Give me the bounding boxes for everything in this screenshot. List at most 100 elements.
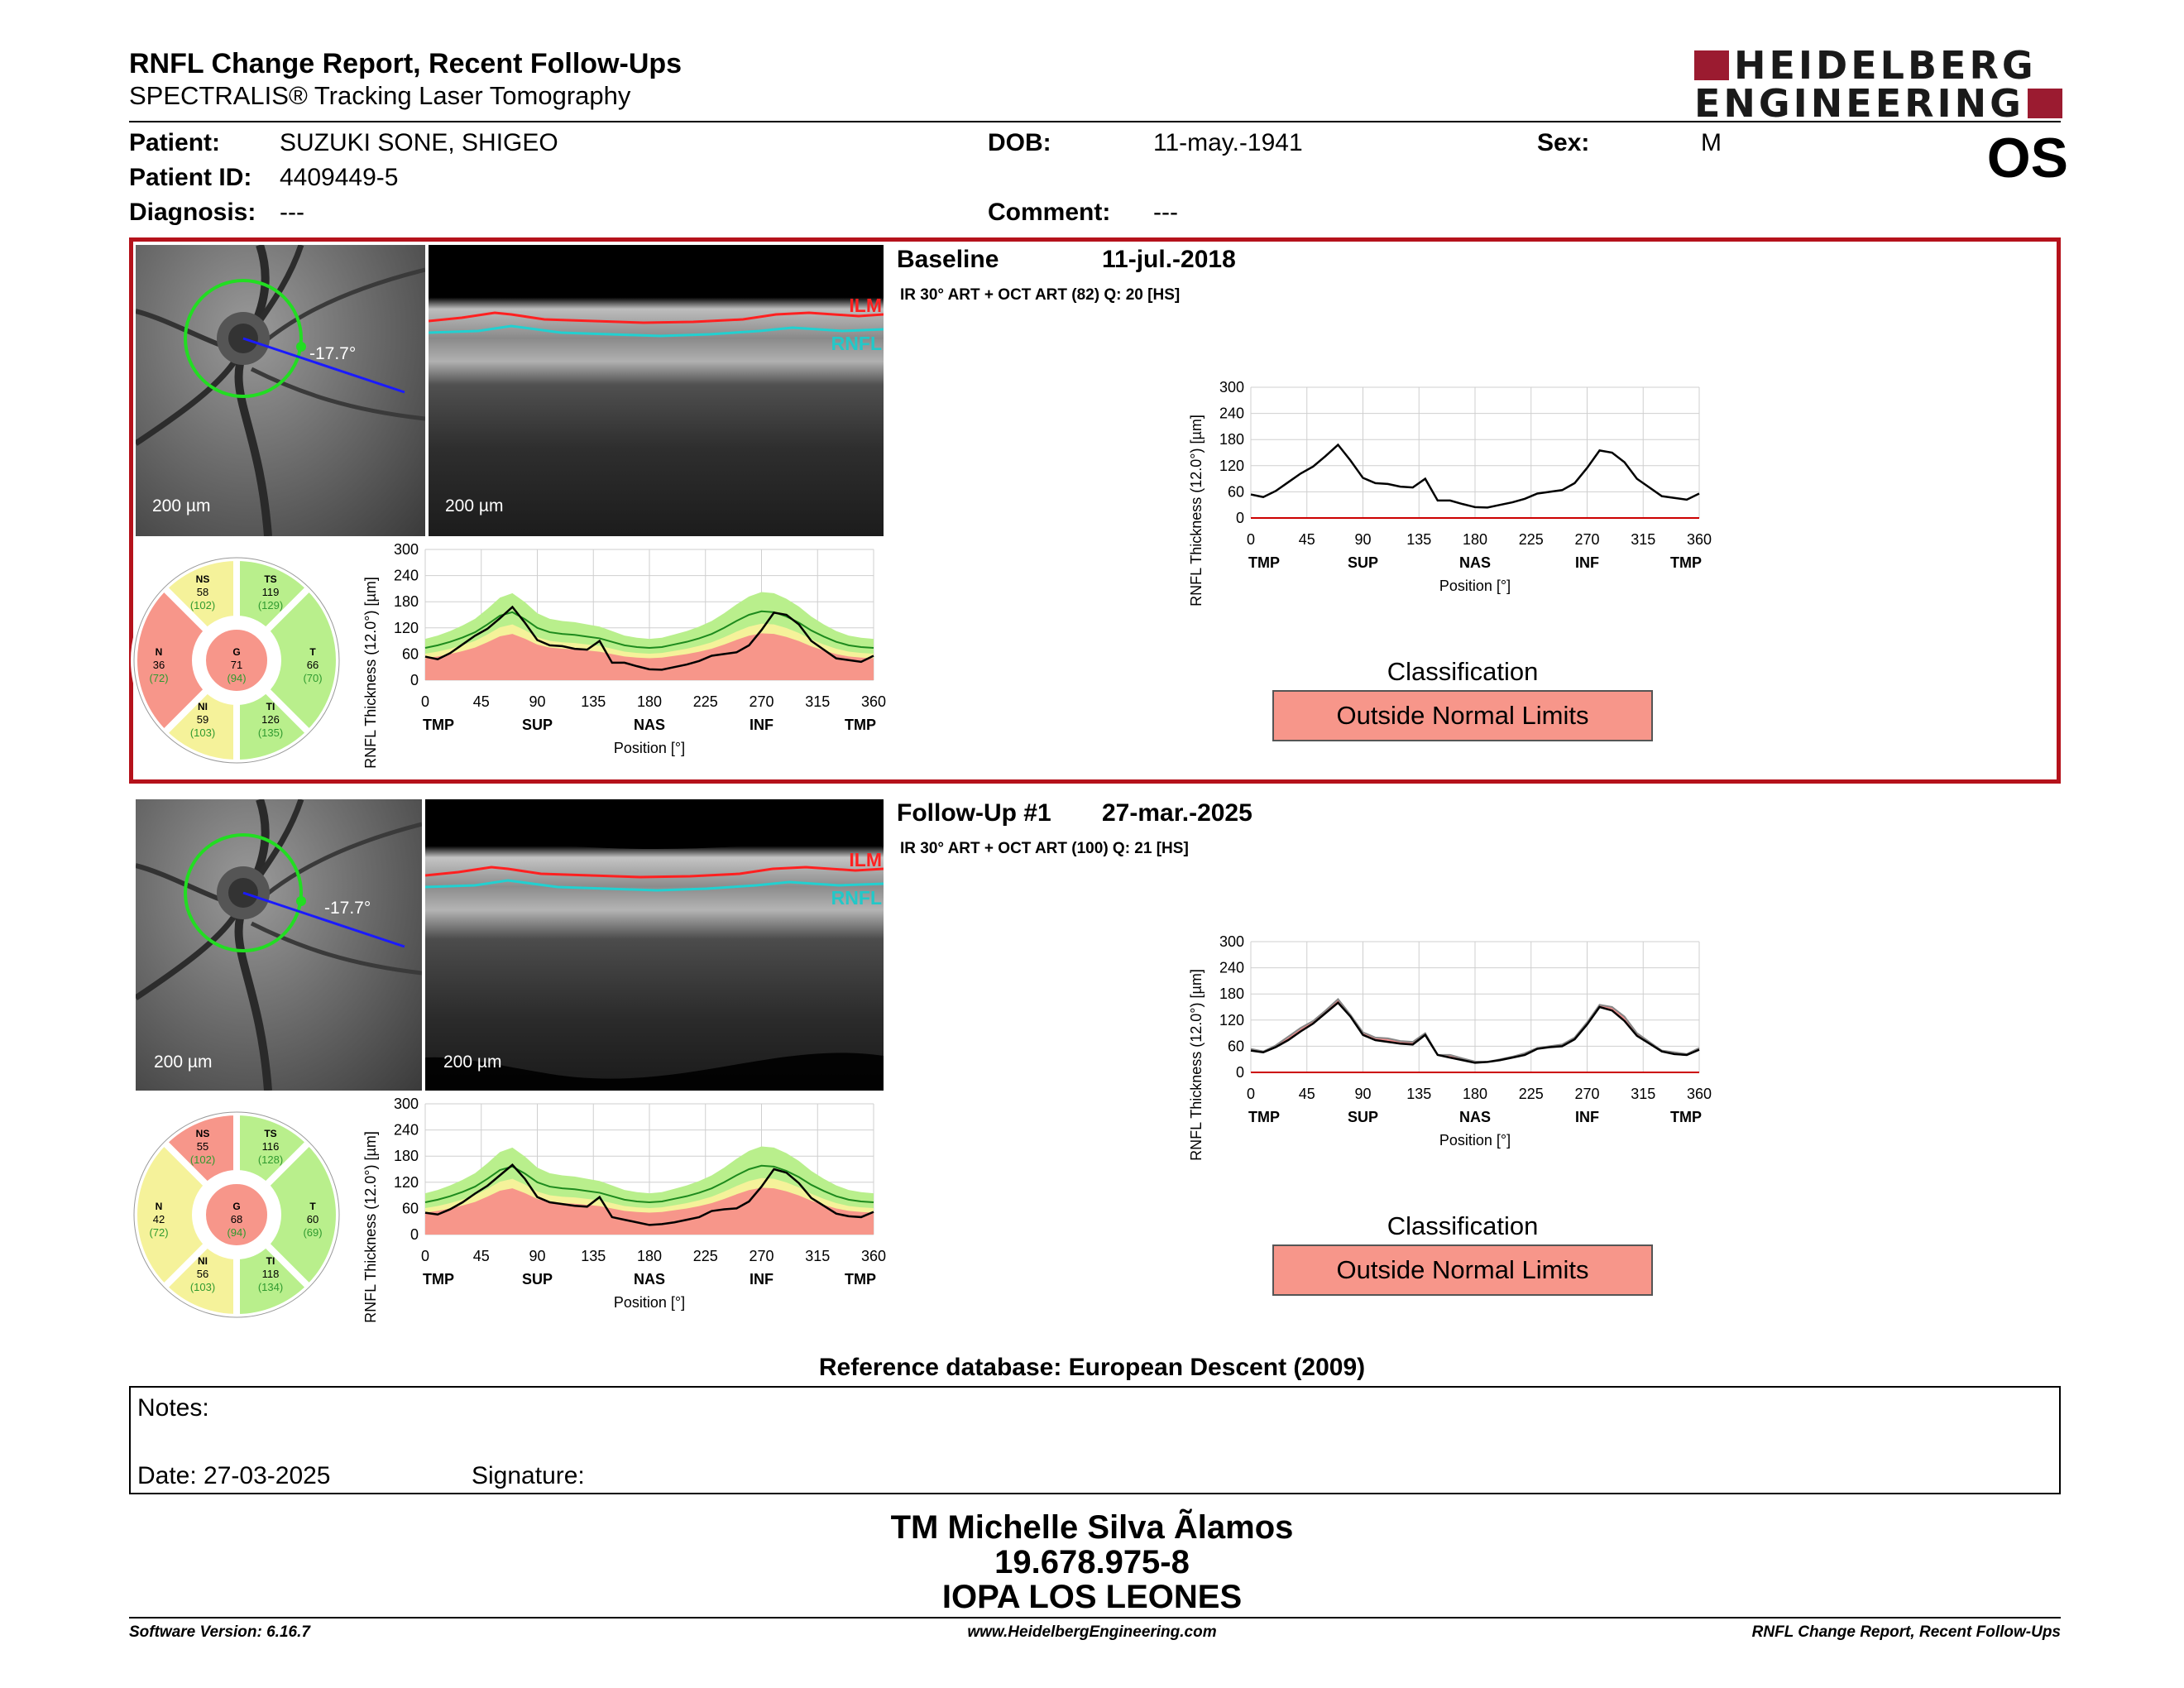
- y-tick-label: 180: [1219, 431, 1244, 448]
- baseline-line: [1250, 998, 1700, 1063]
- fundus-scale-label: 200 µm: [154, 1053, 213, 1072]
- classification-result: Outside Normal Limits: [1272, 1244, 1653, 1296]
- sector-value: 68: [231, 1213, 242, 1225]
- mean-normal-line: [424, 610, 874, 650]
- sector-value: 36: [153, 659, 165, 671]
- x-tick-label: 45: [473, 693, 490, 710]
- sector-value: 55: [197, 1140, 208, 1153]
- oct-scale-label: 200 µm: [445, 496, 504, 516]
- sector-label: NI: [198, 1255, 208, 1267]
- sector-label: G: [232, 646, 240, 658]
- fundus-image: -17.7° 200 µm: [136, 799, 422, 1091]
- x-tick-label: 45: [473, 1248, 490, 1264]
- x-tick-label: 315: [805, 1248, 830, 1264]
- x-tick-label: 0: [1247, 1086, 1255, 1102]
- sector-label: NI: [198, 701, 208, 712]
- y-tick-label: 60: [1228, 483, 1244, 500]
- y-axis-title: RNFL Thickness (12.0°) [µm]: [1188, 969, 1205, 1161]
- sector-label: NS: [196, 1128, 210, 1139]
- x-tick-label: 360: [861, 693, 886, 710]
- sector-reference: (72): [149, 672, 168, 684]
- x-tick-label: 270: [1574, 531, 1599, 548]
- y-tick-label: 60: [402, 645, 419, 662]
- x-tick-label: 315: [805, 693, 830, 710]
- notes-date: Date: 27-03-2025: [137, 1462, 331, 1489]
- fundus-scale-label: 200 µm: [152, 496, 211, 516]
- y-tick-label: 300: [394, 1096, 419, 1112]
- report-title: RNFL Change Report, Recent Follow-Ups: [129, 48, 682, 79]
- y-axis-title: RNFL Thickness (12.0°) [µm]: [362, 577, 379, 769]
- x-tick-label: 135: [581, 693, 606, 710]
- x-tick-label: 180: [637, 693, 662, 710]
- footer-divider: [129, 1617, 2061, 1618]
- rnfl-thickness-chart: 0 60 120 180 240 300 0 45 90 135 180 225 270 315 360 TM…: [1188, 933, 1712, 1161]
- x-tick-label: 90: [529, 693, 545, 710]
- fundus-drawing: [136, 799, 422, 1091]
- sector-value: 66: [307, 659, 318, 671]
- sector-label: TI: [266, 1255, 275, 1267]
- dob-label: DOB:: [988, 129, 1051, 156]
- sector-reference: (94): [227, 1226, 246, 1239]
- sector-reference: (103): [190, 1281, 215, 1293]
- x-region-label: TMP: [1248, 554, 1280, 571]
- sex-label: Sex:: [1537, 129, 1590, 156]
- x-tick-label: 225: [693, 693, 718, 710]
- sector-value: 71: [231, 659, 242, 671]
- x-tick-label: 225: [1519, 1086, 1544, 1102]
- sex-value: M: [1701, 129, 1722, 156]
- sector-outline: [133, 1111, 340, 1318]
- y-tick-label: 0: [410, 672, 419, 688]
- x-tick-label: 90: [1354, 531, 1371, 548]
- comment-value: ---: [1153, 199, 1178, 226]
- y-tick-label: 0: [1236, 1064, 1244, 1081]
- sector-reference: (103): [190, 727, 215, 739]
- reference-database: Reference database: European Descent (20…: [818, 1354, 1366, 1381]
- ilm-label: ILM: [849, 849, 882, 870]
- sector-reference: (129): [258, 599, 283, 611]
- x-tick-label: 315: [1631, 1086, 1655, 1102]
- x-region-label: SUP: [1348, 1109, 1378, 1125]
- sector-reference: (102): [190, 599, 215, 611]
- x-tick-label: 180: [1463, 531, 1487, 548]
- scan-angle: -17.7°: [309, 344, 357, 363]
- exam-date: 11-jul.-2018: [1102, 246, 1236, 273]
- signer-name: TM Michelle Silva Ãlamos: [890, 1509, 1294, 1546]
- sector-value: 118: [262, 1268, 280, 1280]
- x-region-label: TMP: [1670, 1109, 1702, 1125]
- exam-date: 27-mar.-2025: [1102, 799, 1252, 827]
- sector-reference: (94): [227, 672, 246, 684]
- x-tick-label: 0: [1247, 531, 1255, 548]
- x-axis-title: Position [°]: [1439, 1132, 1511, 1149]
- logo-square-icon: [2027, 89, 2062, 118]
- y-tick-label: 0: [1236, 510, 1244, 526]
- rnfl-thickness-line: [424, 605, 874, 671]
- oct-bscan-drawing: [429, 245, 884, 536]
- diagnosis-label: Diagnosis:: [129, 199, 256, 226]
- header-divider: [129, 121, 2061, 122]
- sector-reference: (128): [258, 1153, 283, 1166]
- rnfl-label: RNFL: [831, 333, 882, 354]
- signer-organization: IOPA LOS LEONES: [941, 1579, 1243, 1615]
- y-tick-label: 60: [402, 1200, 419, 1216]
- sector-value: 56: [197, 1268, 208, 1280]
- sector-reference: (134): [258, 1281, 283, 1293]
- x-tick-label: 360: [861, 1248, 886, 1264]
- x-tick-label: 225: [1519, 531, 1544, 548]
- x-region-label: INF: [750, 1271, 774, 1288]
- x-tick-label: 315: [1631, 531, 1655, 548]
- x-tick-label: 0: [421, 693, 429, 710]
- website-link[interactable]: www.HeidelbergEngineering.com: [967, 1623, 1217, 1641]
- y-tick-label: 300: [394, 541, 419, 558]
- eye-indicator: OS: [1986, 127, 2068, 189]
- sector-label: G: [232, 1201, 240, 1212]
- x-tick-label: 180: [1463, 1086, 1487, 1102]
- x-region-label: NAS: [634, 1271, 665, 1288]
- x-tick-label: 270: [749, 1248, 774, 1264]
- logo-square-icon: [1694, 50, 1729, 80]
- x-region-label: INF: [750, 717, 774, 733]
- x-region-label: NAS: [634, 717, 665, 733]
- classification-title: Classification: [1387, 657, 1539, 686]
- x-tick-label: 90: [529, 1248, 545, 1264]
- sector-reference: (70): [303, 672, 322, 684]
